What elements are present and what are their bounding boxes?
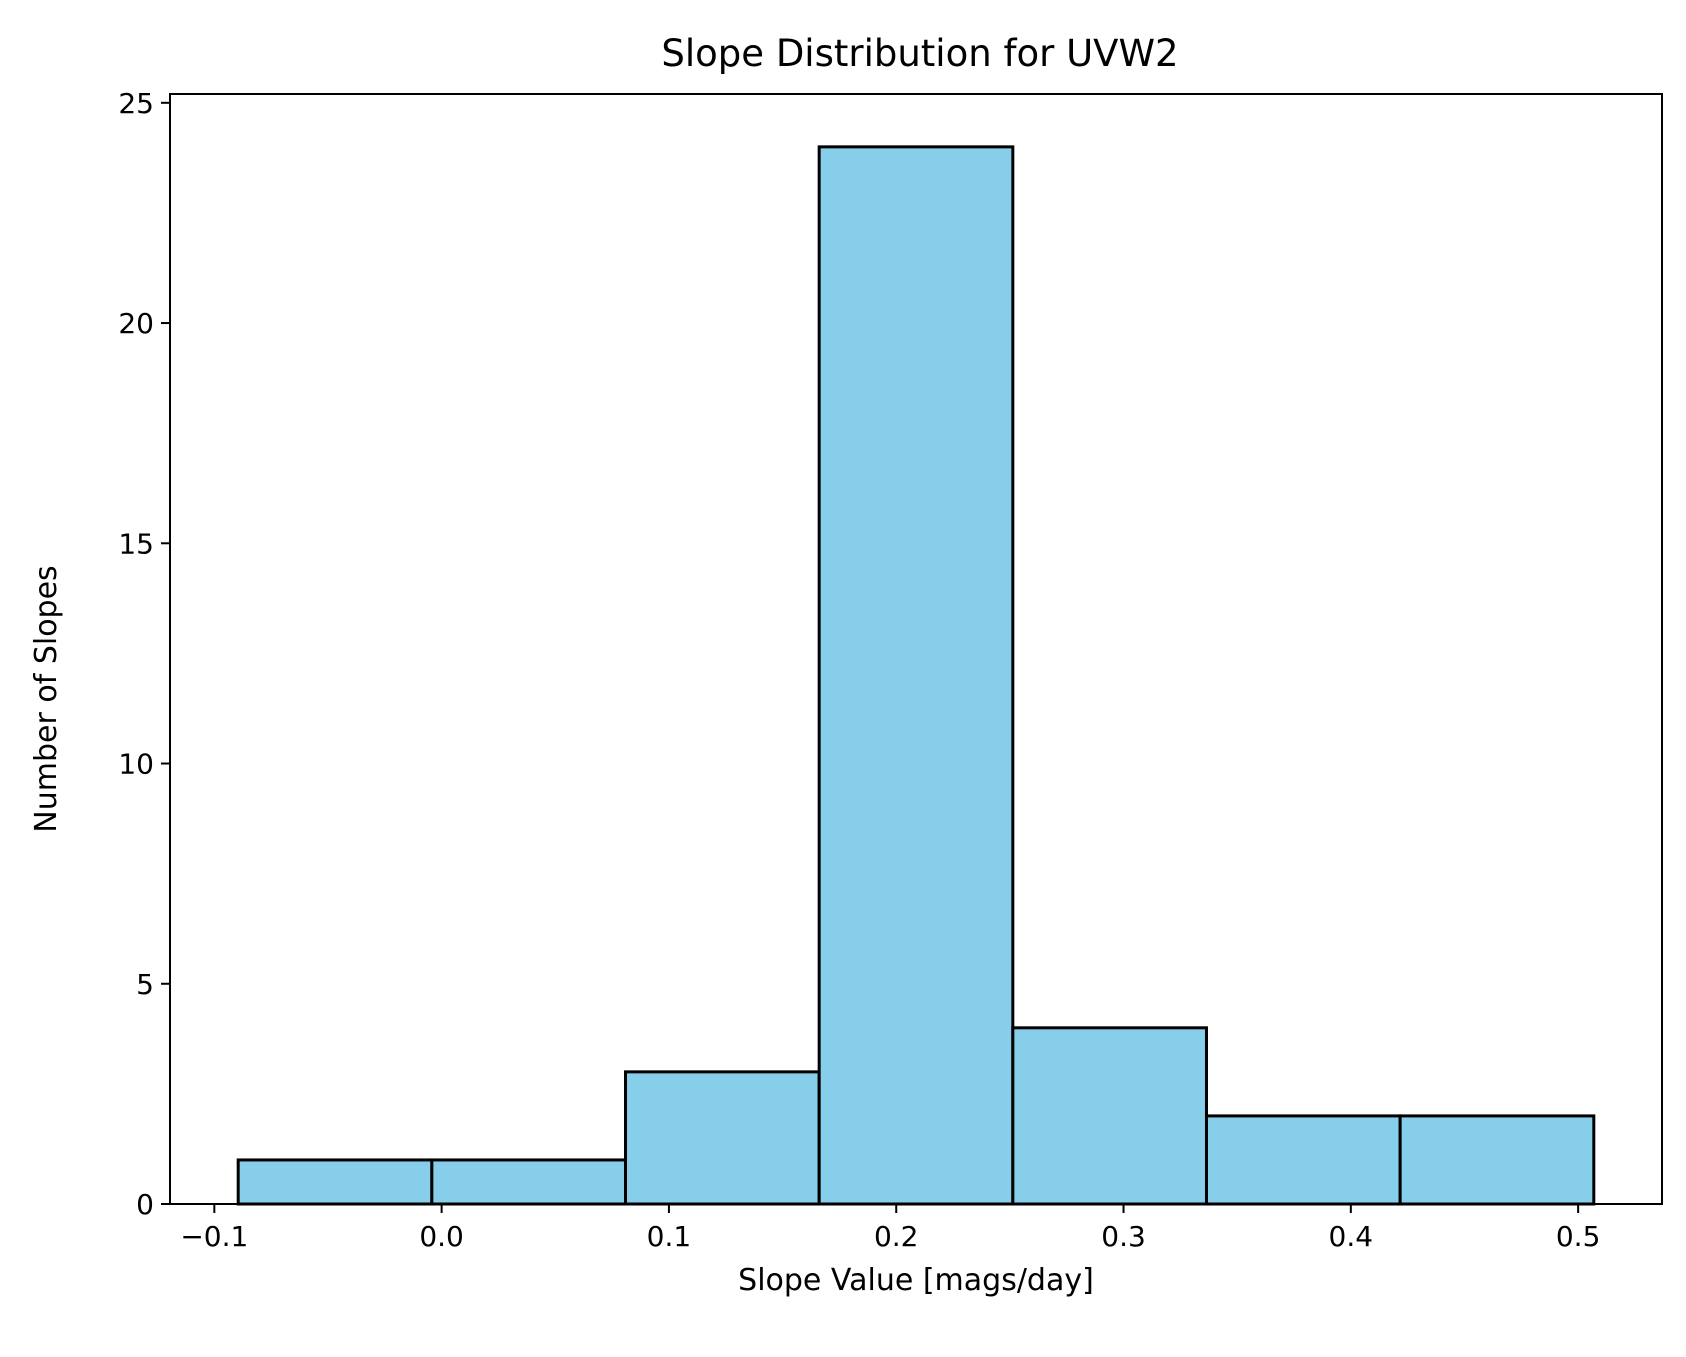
histogram-bar <box>817 145 1015 1206</box>
histogram-bar <box>430 1158 628 1206</box>
y-axis-ticks: 0 5 10 15 20 25 <box>118 87 170 1221</box>
x-tick-label: 0.0 <box>419 1220 464 1253</box>
histogram-bar <box>1011 1026 1208 1206</box>
histogram-bar <box>1204 1114 1402 1206</box>
y-tick-label: 10 <box>118 748 154 781</box>
x-tick-label: 0.5 <box>1556 1220 1601 1253</box>
histogram-bar <box>624 1070 821 1206</box>
y-axis-label: Number of Slopes <box>29 565 64 832</box>
x-tick-label: 0.3 <box>1101 1220 1146 1253</box>
x-axis-ticks: −0.1 0.0 0.1 0.2 0.3 0.4 0.5 <box>180 1204 1600 1253</box>
bars-group <box>236 145 1596 1206</box>
histogram-bar <box>1398 1114 1596 1206</box>
x-tick-label: −0.1 <box>180 1220 248 1253</box>
x-axis-label: Slope Value [mags/day] <box>738 1263 1094 1298</box>
y-tick-label: 15 <box>118 527 154 560</box>
y-tick-label: 0 <box>136 1188 154 1221</box>
histogram-bar <box>236 1158 434 1206</box>
chart-title: Slope Distribution for UVW2 <box>661 32 1178 75</box>
plot-frame <box>169 93 1663 1205</box>
x-tick-label: 0.4 <box>1329 1220 1374 1253</box>
y-tick-label: 20 <box>118 307 154 340</box>
y-tick-label: 25 <box>118 87 154 120</box>
x-tick-label: 0.1 <box>647 1220 692 1253</box>
y-tick-label: 5 <box>136 968 154 1001</box>
x-tick-label: 0.2 <box>874 1220 919 1253</box>
